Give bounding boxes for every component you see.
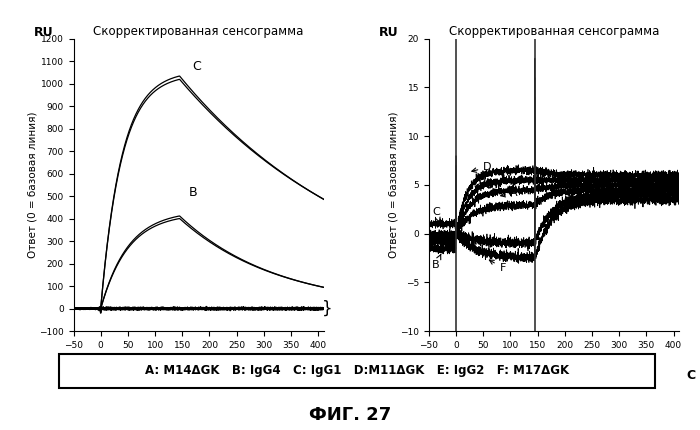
Text: C: C [192,60,201,73]
X-axis label: Время (0 = базовая линия): Время (0 = базовая линия) [480,355,628,366]
Text: RU: RU [34,26,53,39]
Text: C: C [687,369,696,382]
Title: Скорректированная сенсограмма: Скорректированная сенсограмма [93,25,304,37]
Text: C: C [331,369,340,382]
Title: Скорректированная сенсограмма: Скорректированная сенсограмма [449,25,659,37]
Text: C: C [432,207,440,223]
Text: }: } [321,300,332,318]
Y-axis label: Ответ (0 = базовая линия): Ответ (0 = базовая линия) [389,112,399,258]
Text: E: E [475,180,493,190]
Text: RU: RU [379,26,398,39]
Text: B: B [432,255,441,270]
Text: ФИГ. 27: ФИГ. 27 [309,405,391,424]
Text: D: D [472,163,491,172]
FancyBboxPatch shape [59,354,655,388]
Text: A: M14ΔGK   B: IgG4   C: IgG1   D:M11ΔGK   E: IgG2   F: M17ΔGK: A: M14ΔGK B: IgG4 C: IgG1 D:M11ΔGK E: Ig… [145,364,569,378]
Text: F: F [489,260,506,273]
Text: B: B [189,186,197,199]
Y-axis label: Ответ (0 = базовая линия): Ответ (0 = базовая линия) [27,112,38,258]
Text: A: A [500,188,518,198]
X-axis label: Время (0 = базовая линия): Время (0 = базовая линия) [125,355,272,366]
